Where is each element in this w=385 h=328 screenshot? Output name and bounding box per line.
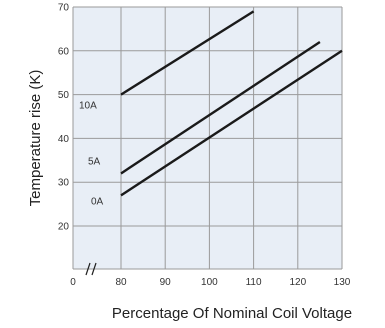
x-tick-label: 80 xyxy=(115,277,127,288)
y-tick-label: 20 xyxy=(58,222,70,233)
x-tick-label: 110 xyxy=(246,277,262,288)
series-labels: 10A 5A 0A xyxy=(79,101,104,208)
axis-break-slash-2 xyxy=(91,262,97,276)
x-tick-label: 120 xyxy=(289,277,306,288)
x-tick-label: 100 xyxy=(201,277,218,288)
series-line-0A xyxy=(120,49,343,197)
y-tick-label: 70 xyxy=(58,3,70,14)
axis-break-slash-1 xyxy=(85,262,91,276)
y-axis-title: Temperature rise (K) xyxy=(27,70,44,207)
axis-break-marker xyxy=(85,262,97,276)
x-tick-label: 90 xyxy=(160,277,172,288)
series-line-5A xyxy=(120,41,321,175)
series-label-0A: 0A xyxy=(91,196,104,207)
x-tick-label: 0 xyxy=(70,277,76,288)
x-axis-title: Percentage Of Nominal Coil Voltage xyxy=(112,305,352,322)
y-tick-label: 40 xyxy=(58,134,70,145)
series-label-10A: 10A xyxy=(79,101,97,112)
tick-labels: 0 80 90 100 110 120 130 20 30 40 50 60 70 xyxy=(58,3,351,289)
y-tick-label: 60 xyxy=(58,46,70,57)
series-lines xyxy=(120,10,343,197)
series-label-5A: 5A xyxy=(88,156,101,167)
y-tick-label: 50 xyxy=(58,90,70,101)
y-tick-label: 30 xyxy=(58,178,70,189)
x-tick-label: 130 xyxy=(334,277,351,288)
series-line-10A xyxy=(120,10,255,96)
